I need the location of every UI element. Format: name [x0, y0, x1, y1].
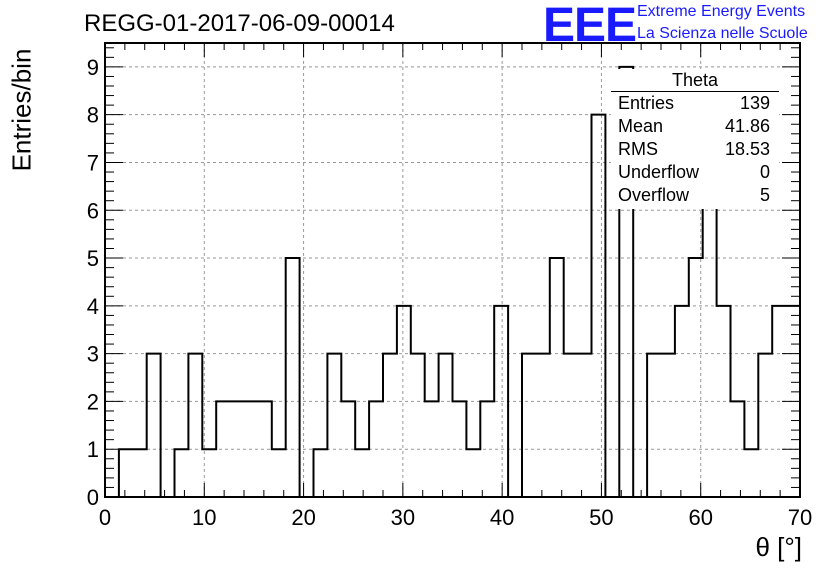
- stats-label: Mean: [618, 116, 664, 136]
- y-tick-label: 2: [87, 389, 99, 414]
- x-tick-label: 60: [688, 505, 712, 530]
- histogram-step-line: [105, 65, 801, 498]
- stats-value: 41.86: [724, 116, 770, 136]
- stats-label: Overflow: [618, 185, 690, 205]
- stats-row-entries: Entries 139: [618, 92, 770, 115]
- stats-value: 0: [759, 162, 770, 182]
- stats-row-rms: RMS 18.53: [618, 138, 770, 161]
- y-tick-label: 5: [87, 246, 99, 271]
- stats-value: 139: [739, 93, 770, 113]
- x-tick-label: 70: [788, 505, 812, 530]
- y-tick-label: 7: [87, 150, 99, 175]
- stats-value: 5: [759, 185, 770, 205]
- axis-ticks: [104, 43, 801, 498]
- y-tick-label: 4: [87, 294, 99, 319]
- stats-box: Theta Entries 139 Mean 41.86 RMS 18.53 U…: [611, 69, 779, 209]
- stats-title: Theta: [611, 69, 779, 92]
- stats-label: Entries: [618, 93, 675, 113]
- stats-row-mean: Mean 41.86: [618, 115, 770, 138]
- y-tick-label: 8: [87, 103, 99, 128]
- x-tick-label: 50: [589, 505, 613, 530]
- x-tick-label: 30: [391, 505, 415, 530]
- x-tick-label: 10: [192, 505, 216, 530]
- x-tick-label: 20: [291, 505, 315, 530]
- plot-frame: [104, 42, 801, 498]
- y-tick-label: 3: [87, 342, 99, 367]
- y-tick-label: 9: [87, 55, 99, 80]
- stats-row-overflow: Overflow 5: [618, 184, 770, 207]
- x-tick-label: 0: [99, 505, 111, 530]
- y-tick-label: 0: [87, 485, 99, 510]
- y-tick-label: 6: [87, 198, 99, 223]
- eee-logo: EEE: [543, 0, 637, 52]
- stats-row-underflow: Underflow 0: [618, 161, 770, 184]
- y-axis-label-box: Entries/bin: [7, 40, 37, 180]
- logo-text-line1: Extreme Energy Events: [637, 3, 806, 20]
- y-tick-label: 1: [87, 437, 99, 462]
- x-tick-label: 40: [490, 505, 514, 530]
- chart-title: REGG-01-2017-06-09-00014: [84, 10, 395, 37]
- y-axis-label: Entries/bin: [6, 48, 37, 172]
- logo-text-line2: La Scienza nelle Scuole: [637, 25, 808, 42]
- stats-value: 18.53: [724, 139, 770, 159]
- stats-label: RMS: [618, 139, 658, 159]
- x-axis-label: θ [°]: [755, 532, 802, 562]
- stats-label: Underflow: [618, 162, 700, 182]
